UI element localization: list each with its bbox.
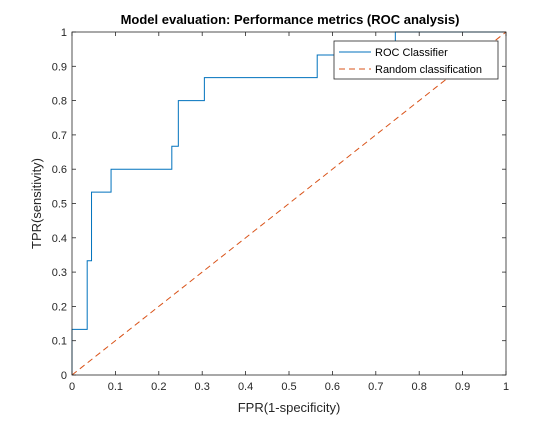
y-tick-label: 0.7	[52, 130, 67, 142]
x-axis-label: FPR(1-specificity)	[238, 400, 341, 415]
x-tick-label: 0.1	[108, 381, 123, 393]
x-tick-label: 0.6	[325, 381, 340, 393]
chart-title: Model evaluation: Performance metrics (R…	[121, 12, 460, 27]
x-tick-label: 0.2	[151, 381, 166, 393]
y-tick-label: 0.5	[52, 199, 67, 211]
y-tick-label: 0.1	[52, 336, 67, 348]
y-axis-label: TPR(sensitivity)	[29, 158, 44, 249]
y-tick-label: 0.9	[52, 61, 67, 73]
y-tick-label: 0.3	[52, 267, 67, 279]
y-tick-label: 0.4	[52, 233, 67, 245]
x-tick-label: 0	[69, 381, 75, 393]
legend-box	[333, 40, 499, 80]
x-tick-label: 1	[503, 381, 509, 393]
legend-label-1: Random classification	[375, 64, 482, 76]
x-tick-label: 0.8	[412, 381, 427, 393]
legend-label-0: ROC Classifier	[375, 47, 448, 59]
y-tick-label: 0.8	[52, 96, 67, 108]
x-tick-label: 0.5	[281, 381, 296, 393]
x-tick-label: 0.3	[195, 381, 210, 393]
x-tick-label: 0.9	[455, 381, 470, 393]
y-tick-label: 0	[61, 370, 67, 382]
y-tick-label: 0.6	[52, 164, 67, 176]
x-tick-label: 0.7	[368, 381, 383, 393]
series-line-1	[71, 31, 507, 376]
y-tick-label: 1	[61, 27, 67, 39]
y-tick-label: 0.2	[52, 301, 67, 313]
legend: ROC Classifier Random classification	[333, 40, 499, 80]
x-tick-label: 0.4	[238, 381, 253, 393]
series-line-0	[71, 31, 506, 375]
